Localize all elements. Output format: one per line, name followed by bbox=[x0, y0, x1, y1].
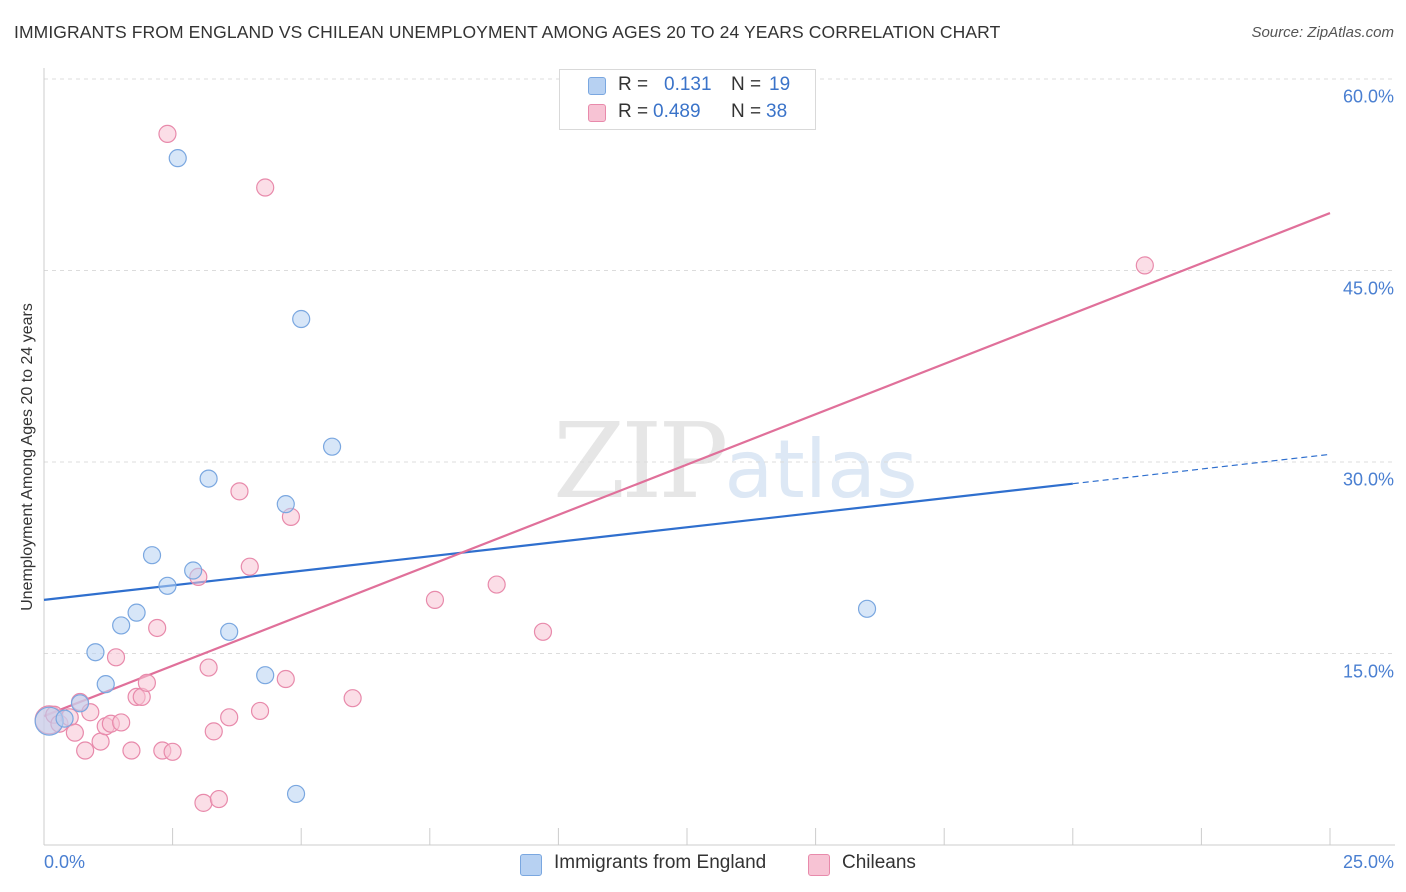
england-trend-line bbox=[43, 482, 1073, 601]
chileans-point bbox=[163, 742, 182, 761]
chileans-point bbox=[106, 648, 126, 667]
england-point bbox=[292, 309, 311, 329]
chileans-point bbox=[148, 618, 167, 638]
england-legend-label: Immigrants from England bbox=[554, 852, 767, 873]
england-point bbox=[86, 643, 105, 662]
england-point bbox=[199, 469, 218, 488]
r-label: R = bbox=[618, 101, 649, 122]
chileans-point bbox=[112, 713, 131, 732]
chileans-point bbox=[230, 482, 249, 501]
chileans-point bbox=[65, 723, 84, 742]
chileans-point bbox=[425, 590, 445, 609]
england-trend-extension bbox=[1072, 453, 1331, 485]
chileans-point bbox=[343, 689, 362, 708]
chileans-point bbox=[122, 741, 141, 760]
england-point bbox=[127, 603, 146, 622]
england-point bbox=[168, 149, 187, 168]
r-label: R = bbox=[618, 74, 649, 95]
england-point bbox=[286, 784, 306, 804]
england-point bbox=[142, 546, 162, 565]
england-point bbox=[96, 675, 115, 694]
y-tick-label: 60.0% bbox=[1342, 86, 1394, 107]
england-swatch bbox=[588, 77, 606, 95]
chileans-point bbox=[91, 732, 110, 751]
chileans-trend-line bbox=[43, 212, 1331, 718]
chileans-point bbox=[256, 178, 275, 197]
chileans-legend-label: Chileans bbox=[842, 852, 916, 873]
stats-legend: R = 0.131 N = 19 R = 0.489 N = 38 bbox=[559, 69, 816, 130]
x-tick-label: 25.0% bbox=[1342, 852, 1394, 872]
trend-lines bbox=[43, 212, 1331, 718]
chileans-legend-swatch bbox=[808, 854, 830, 876]
chileans-point bbox=[276, 669, 295, 689]
england-point bbox=[276, 495, 295, 514]
n-label: N = bbox=[731, 74, 762, 95]
england-point bbox=[184, 561, 203, 580]
n-label: N = bbox=[731, 101, 762, 122]
n-value: 38 bbox=[766, 101, 788, 122]
chileans-swatch bbox=[588, 104, 606, 122]
n-value: 19 bbox=[769, 74, 791, 95]
data-points bbox=[34, 124, 1154, 812]
chileans-point bbox=[76, 741, 95, 760]
chileans-point bbox=[220, 708, 239, 727]
chileans-point bbox=[137, 673, 156, 692]
england-point bbox=[70, 694, 90, 713]
r-value: 0.489 bbox=[653, 101, 701, 122]
england-point bbox=[112, 616, 131, 635]
england-point bbox=[158, 576, 177, 595]
y-tick-label: 45.0% bbox=[1342, 278, 1394, 298]
y-axis-label: Unemployment Among Ages 20 to 24 years bbox=[19, 303, 36, 611]
r-value: 0.131 bbox=[664, 74, 712, 95]
y-tick-label: 15.0% bbox=[1342, 661, 1394, 681]
source-credit[interactable]: Source: ZipAtlas.com bbox=[1251, 24, 1394, 41]
england-point bbox=[220, 622, 239, 641]
england-point bbox=[857, 599, 877, 618]
england-legend-swatch bbox=[520, 854, 542, 876]
england-point bbox=[256, 666, 275, 685]
chart-title: IMMIGRANTS FROM ENGLAND VS CHILEAN UNEMP… bbox=[14, 22, 1001, 42]
chileans-point bbox=[1135, 256, 1154, 275]
chileans-point bbox=[158, 124, 177, 143]
y-tick-label: 30.0% bbox=[1342, 469, 1394, 490]
chileans-point bbox=[204, 722, 223, 741]
chileans-point bbox=[194, 793, 213, 812]
axes bbox=[43, 68, 1395, 846]
chileans-point bbox=[240, 557, 259, 576]
england-point bbox=[55, 709, 74, 728]
chileans-point bbox=[199, 658, 218, 677]
chileans-point bbox=[533, 622, 553, 641]
chileans-point bbox=[209, 789, 228, 809]
chileans-point bbox=[487, 575, 506, 594]
england-point bbox=[322, 437, 342, 456]
x-tick-label: 0.0% bbox=[44, 852, 86, 872]
chileans-point bbox=[250, 701, 270, 721]
